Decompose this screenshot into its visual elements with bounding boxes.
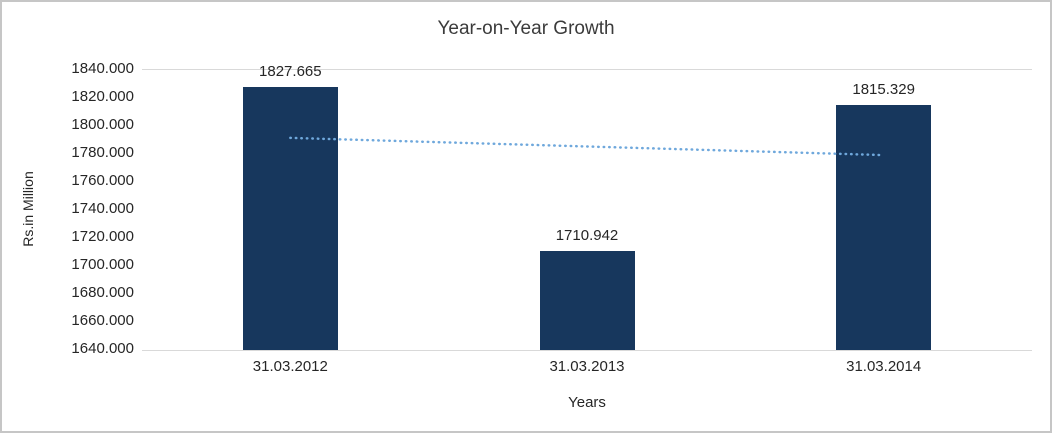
y-tick-label: 1760.000 <box>71 172 134 189</box>
bar <box>836 104 932 350</box>
y-tick-label: 1660.000 <box>71 312 134 329</box>
x-tick-label: 31.03.2014 <box>846 358 922 375</box>
bar-value-label: 1815.329 <box>852 80 915 98</box>
x-tick-label: 31.03.2013 <box>549 358 625 375</box>
bar <box>242 87 338 350</box>
chart-title: Year-on-Year Growth <box>437 18 615 39</box>
bar-value-label: 1710.942 <box>555 226 619 244</box>
bar <box>539 250 635 350</box>
y-tick-label: 1800.000 <box>71 116 134 133</box>
y-tick-label: 1680.000 <box>71 284 134 301</box>
y-tick-label: 1700.000 <box>71 256 134 273</box>
bar-value-label: 1827.665 <box>259 63 322 81</box>
y-tick-label: 1740.000 <box>71 200 134 217</box>
y-tick-label: 1780.000 <box>71 144 134 161</box>
y-tick-label: 1820.000 <box>71 88 134 105</box>
y-tick-label: 1840.000 <box>71 60 134 77</box>
x-tick-label: 31.03.2012 <box>252 358 328 375</box>
y-tick-label: 1720.000 <box>71 228 134 245</box>
x-axis-title: Years <box>568 394 606 411</box>
y-tick-label: 1640.000 <box>71 340 134 357</box>
plot-area <box>142 69 1032 351</box>
